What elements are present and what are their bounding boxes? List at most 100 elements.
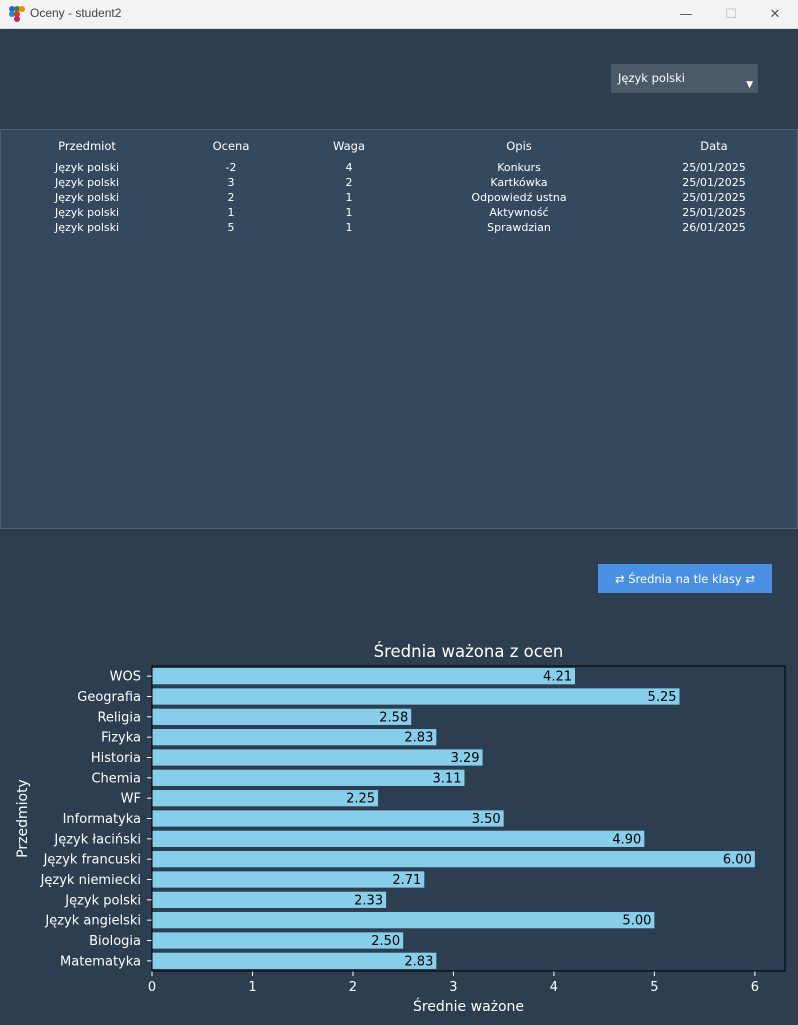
subject-select[interactable]: Język polski ▼ <box>611 64 758 93</box>
close-icon: ✕ <box>769 7 781 22</box>
cell-description: Kartkówka <box>490 176 548 189</box>
y-tick-label: WF <box>121 792 141 807</box>
chart-bar <box>152 912 655 929</box>
y-tick-label: Historia <box>91 751 141 766</box>
cell-date: 25/01/2025 <box>682 161 746 174</box>
cell-subject: Język polski <box>54 161 120 174</box>
cell-subject: Język polski <box>54 191 120 204</box>
x-tick-label: 1 <box>248 980 256 995</box>
plot-frame <box>151 665 786 972</box>
cell-weight: 1 <box>345 221 353 234</box>
bar-value-label: 4.90 <box>612 832 641 847</box>
chart-title: Średnia ważona z ocen <box>374 642 564 661</box>
cell-grade: 1 <box>227 206 235 219</box>
class-average-button[interactable]: ⇄ Średnia na tle klasy ⇄ <box>598 564 772 593</box>
bar-value-label: 2.58 <box>379 710 408 725</box>
minimize-icon: — <box>679 7 693 22</box>
y-tick-label: Język łaciński <box>53 832 141 847</box>
chart-bar <box>152 729 437 746</box>
chart-bar <box>152 769 465 786</box>
y-tick-label: Język polski <box>64 893 141 908</box>
app-icon <box>9 6 25 22</box>
chart-bar <box>152 871 425 888</box>
y-tick-label: Chemia <box>91 771 141 786</box>
column-header-grade[interactable]: Ocena <box>212 139 250 153</box>
bar-value-label: 3.11 <box>433 771 462 786</box>
bar-value-label: 4.21 <box>543 670 572 685</box>
column-header-subject[interactable]: Przedmiot <box>58 139 116 153</box>
cell-grade: 2 <box>227 191 235 204</box>
bar-value-label: 2.83 <box>404 954 433 969</box>
chart-bar <box>152 810 504 827</box>
bar-value-label: 3.29 <box>451 751 480 766</box>
bar-value-label: 2.33 <box>354 893 383 908</box>
cell-date: 25/01/2025 <box>682 191 746 204</box>
weighted-average-chart: Średnia ważona z ocen 2.83 Matematyka 2.50 B… <box>15 642 786 1015</box>
subject-select-value: Język polski <box>618 71 686 85</box>
y-tick-label: Religia <box>97 710 141 725</box>
y-tick-label: Fizyka <box>101 731 141 746</box>
bar-value-label: 6.00 <box>723 853 752 868</box>
x-axis-label: Średnie ważone <box>413 997 524 1015</box>
chart-bar <box>152 749 483 766</box>
y-tick-label: Matematyka <box>60 954 141 969</box>
x-tick-label: 6 <box>751 980 759 995</box>
bar-value-label: 5.25 <box>648 690 677 705</box>
y-tick-label: Język angielski <box>44 914 141 929</box>
column-header-description[interactable]: Opis <box>506 139 532 153</box>
cell-description: Sprawdzian <box>487 221 551 234</box>
cell-weight: 1 <box>345 191 353 204</box>
cell-subject: Język polski <box>54 221 120 234</box>
cell-grade: -2 <box>225 161 237 174</box>
chart-bar <box>152 851 755 868</box>
bar-value-label: 5.00 <box>622 914 651 929</box>
x-tick-label: 4 <box>550 980 558 995</box>
cell-description: Odpowiedź ustna <box>471 191 567 204</box>
chevron-down-icon: ▼ <box>746 80 753 90</box>
chart-bar <box>152 830 645 847</box>
bar-value-label: 2.25 <box>346 792 375 807</box>
bar-value-label: 2.71 <box>392 873 421 888</box>
chart-bar <box>152 790 379 807</box>
cell-grade: 5 <box>227 221 235 234</box>
cell-description: Konkurs <box>497 161 541 174</box>
minimize-button[interactable]: — <box>663 0 709 29</box>
cell-grade: 3 <box>227 176 235 189</box>
chart-bar <box>152 891 387 908</box>
x-tick-label: 5 <box>650 980 658 995</box>
bar-value-label: 2.50 <box>371 934 400 949</box>
cell-description: Aktywność <box>489 206 549 219</box>
column-header-weight[interactable]: Waga <box>332 139 366 153</box>
y-tick-label: Biologia <box>89 934 141 949</box>
y-tick-label: Informatyka <box>63 812 141 827</box>
bar-value-label: 3.50 <box>472 812 501 827</box>
y-tick-label: WOS <box>110 670 141 685</box>
cell-date: 26/01/2025 <box>682 221 746 234</box>
y-tick-label: Geografia <box>77 690 141 705</box>
x-tick-label: 2 <box>349 980 357 995</box>
cell-weight: 4 <box>345 161 353 174</box>
cell-date: 25/01/2025 <box>682 206 746 219</box>
bar-value-label: 2.83 <box>404 731 433 746</box>
x-tick-label: 0 <box>148 980 156 995</box>
chart-bar <box>152 688 680 705</box>
close-button[interactable]: ✕ <box>752 0 798 29</box>
window-title: Oceny - student2 <box>30 6 122 20</box>
x-tick-label: 3 <box>449 980 457 995</box>
chart-bar <box>152 668 576 685</box>
y-tick-label: Język niemiecki <box>40 873 141 888</box>
title-bar: Oceny - student2 — ☐ ✕ <box>0 0 798 29</box>
cell-weight: 1 <box>345 206 353 219</box>
cell-weight: 2 <box>345 176 353 189</box>
column-header-date[interactable]: Data <box>700 139 728 153</box>
chart-bar <box>152 932 404 949</box>
chart-bar <box>152 708 412 725</box>
cell-subject: Język polski <box>54 176 120 189</box>
maximize-icon: ☐ <box>725 7 737 22</box>
grades-table: Przedmiot Ocena Waga Opis Data Język pol… <box>0 129 798 529</box>
maximize-button[interactable]: ☐ <box>708 0 754 29</box>
cell-subject: Język polski <box>54 206 120 219</box>
chart-bar <box>152 952 437 969</box>
y-tick-label: Język francuski <box>43 853 141 868</box>
y-axis-label: Przedmioty <box>15 779 31 858</box>
